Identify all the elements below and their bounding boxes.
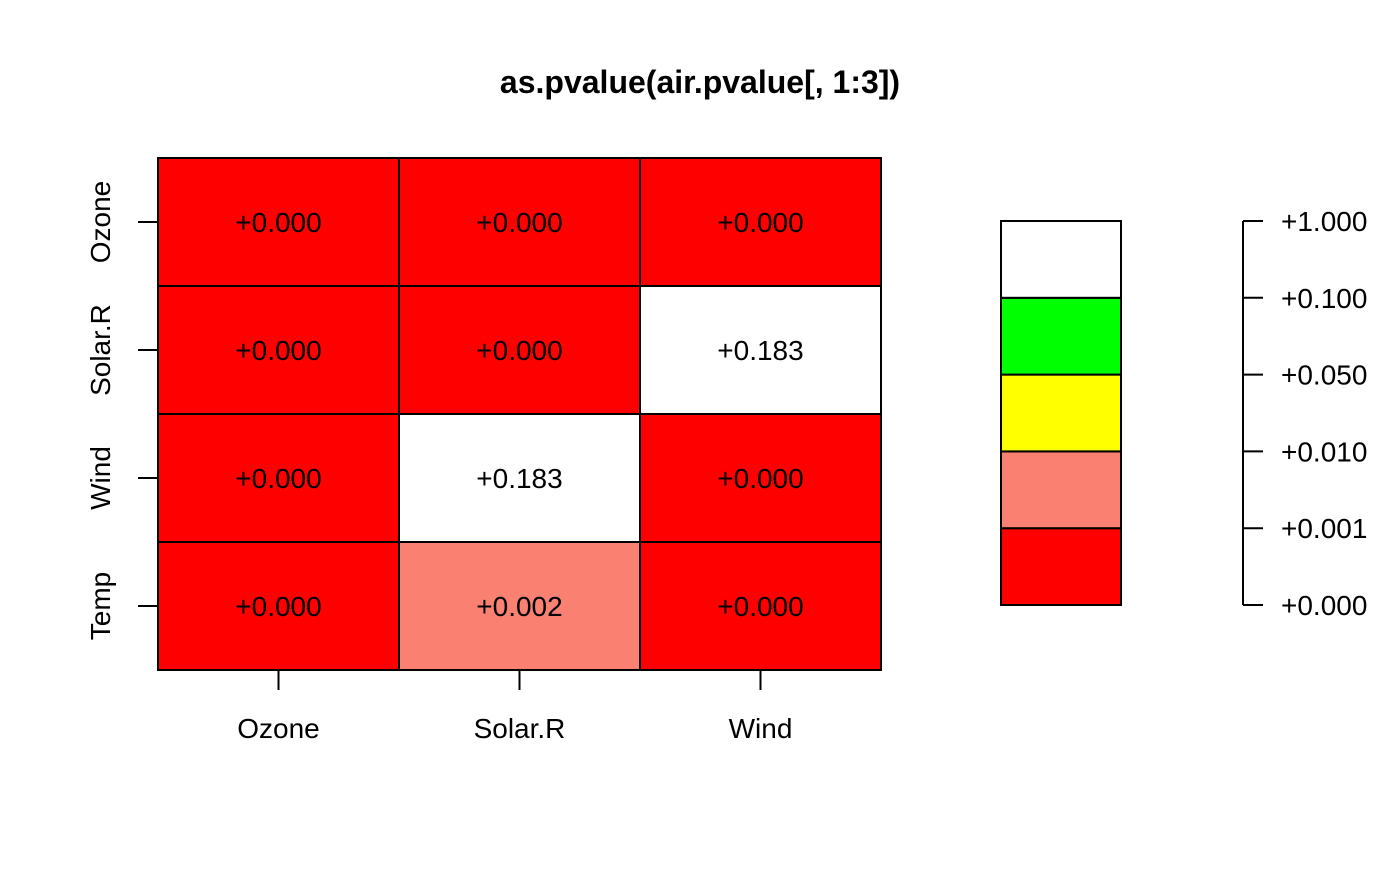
- legend-tick-label: +0.050: [1281, 360, 1367, 391]
- heatmap-cells: +0.000 +0.000 +0.000 +0.000 +0.000 +0.183 +0.0…: [157, 157, 882, 671]
- heatmap-axes: Ozone Solar.R Wind Ozone Solar.R Wind Temp: [85, 181, 792, 744]
- cell-value-label: +0.002: [476, 591, 562, 622]
- heatmap-cell: [157, 541, 400, 671]
- cell-value-label: +0.000: [476, 335, 562, 366]
- color-legend: +0.000 +0.001 +0.010 +0.050 +0.100 +1.000: [1000, 206, 1367, 621]
- legend-color-swatch: [1000, 220, 1122, 299]
- y-tick-label: Solar.R: [85, 304, 116, 396]
- legend-color-swatch: [1000, 296, 1122, 376]
- heatmap-cell: [398, 413, 641, 543]
- legend-tick-label: +0.000: [1281, 590, 1367, 621]
- cell-value-label: +0.183: [476, 463, 562, 494]
- cell-value-label: +0.000: [235, 463, 321, 494]
- cell-value-label: +0.000: [476, 207, 562, 238]
- legend-tick-label: +1.000: [1281, 206, 1367, 237]
- x-tick-label: Ozone: [237, 713, 320, 744]
- legend-color-swatch: [1000, 450, 1122, 530]
- heatmap-cell: [639, 541, 882, 671]
- heatmap-cell: [398, 157, 641, 287]
- y-tick-label: Temp: [85, 572, 116, 640]
- legend-color-swatch: [1000, 373, 1122, 453]
- y-tick-label: Ozone: [85, 181, 116, 264]
- chart-title: as.pvalue(air.pvalue[, 1:3]): [500, 64, 900, 100]
- heatmap-cell: [639, 285, 882, 415]
- x-tick-label: Wind: [729, 713, 793, 744]
- legend-tick-label: +0.100: [1281, 283, 1367, 314]
- cell-value-label: +0.000: [717, 591, 803, 622]
- x-tick-label: Solar.R: [474, 713, 566, 744]
- cell-value-label: +0.000: [235, 207, 321, 238]
- cell-value-label: +0.000: [235, 591, 321, 622]
- heatmap-cell: [157, 157, 400, 287]
- y-tick-label: Wind: [85, 446, 116, 510]
- legend-tick-label: +0.001: [1281, 513, 1367, 544]
- cell-value-label: +0.000: [717, 207, 803, 238]
- legend-tick-label: +0.010: [1281, 436, 1367, 467]
- cell-value-label: +0.000: [717, 463, 803, 494]
- heatmap-cell: [398, 285, 641, 415]
- cell-value-label: +0.000: [235, 335, 321, 366]
- heatmap-cell: [157, 285, 400, 415]
- legend-color-swatch: [1000, 527, 1122, 607]
- heatmap-cell: [639, 157, 882, 287]
- cell-value-label: +0.183: [717, 335, 803, 366]
